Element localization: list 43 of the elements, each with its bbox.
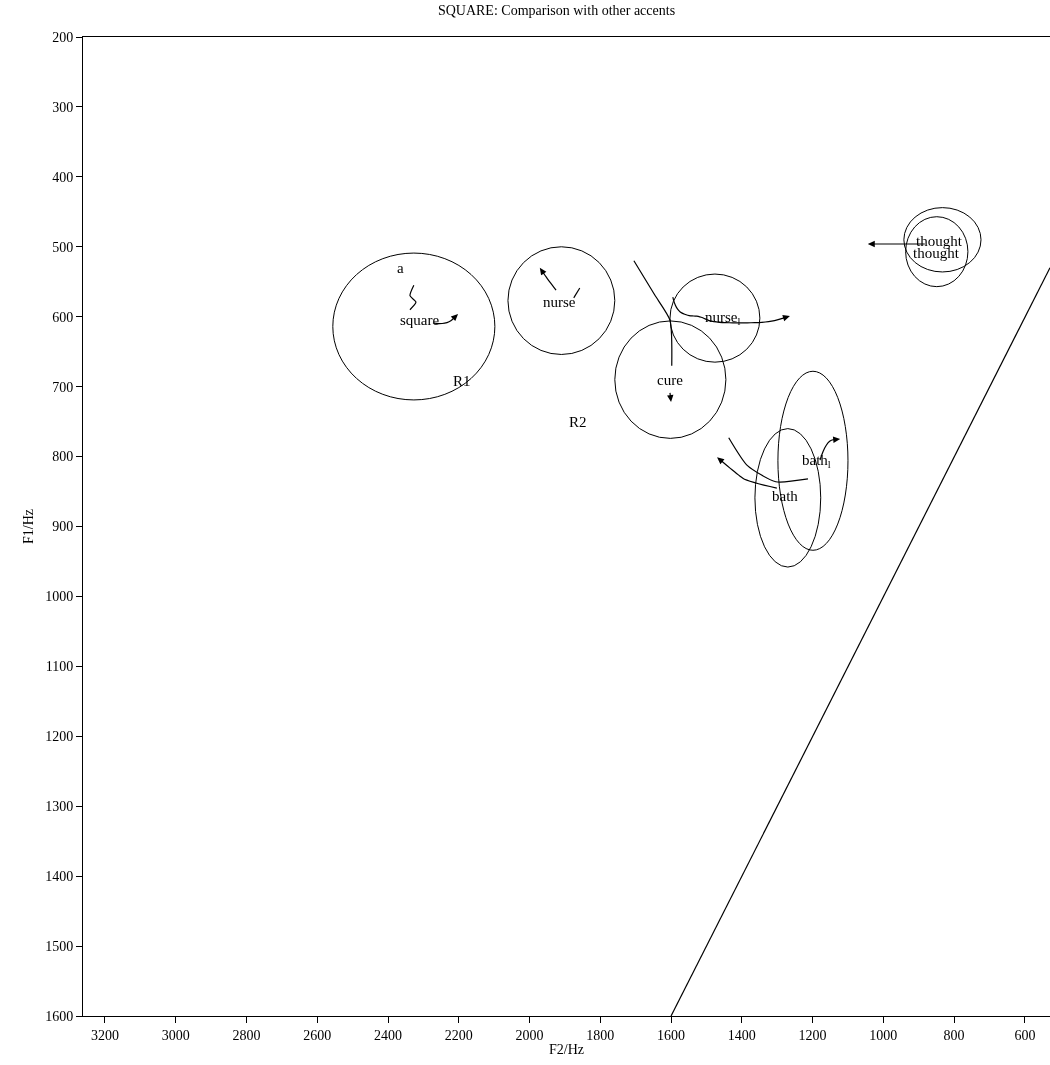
annotation: nurse$_{l}$ <box>705 309 741 328</box>
annotation: bath$_{l}$ <box>802 452 831 471</box>
x-tick-label: 1200 <box>798 1027 827 1043</box>
x-tick-label: 2800 <box>232 1027 261 1043</box>
y-tick-label: 200 <box>52 29 74 45</box>
x-tick-label: 1000 <box>869 1027 898 1043</box>
y-tick-label: 1400 <box>45 869 74 885</box>
annotation: cure <box>657 372 684 388</box>
y-tick-label: 800 <box>52 449 74 465</box>
y-tick-label: 400 <box>52 169 74 185</box>
chart-title: SQUARE: Comparison with other accents <box>437 3 676 19</box>
y-axis-title: F1/Hz <box>20 509 36 544</box>
annotation: square <box>400 312 440 328</box>
x-tick-label: 600 <box>1014 1027 1036 1043</box>
x-tick-label: 1400 <box>727 1027 756 1043</box>
x-tick-label: 3200 <box>90 1027 119 1043</box>
annotation: R1 <box>453 373 471 389</box>
y-tick-label: 1300 <box>45 799 74 815</box>
y-tick-label: 1200 <box>45 729 74 745</box>
annotation: nurse <box>543 294 576 310</box>
y-tick-label: 1100 <box>45 659 74 675</box>
x-axis-title: F2/Hz <box>549 1042 584 1058</box>
annotation: bath <box>772 488 799 504</box>
x-tick-label: 2400 <box>374 1027 402 1043</box>
annotation: a <box>397 260 404 276</box>
y-tick-label: 1600 <box>45 1008 74 1024</box>
y-tick-label: 900 <box>52 519 74 535</box>
x-tick-label: 2000 <box>515 1027 544 1043</box>
annotation: R2 <box>569 414 587 430</box>
x-tick-label: 2200 <box>444 1027 473 1043</box>
y-tick-label: 300 <box>52 99 74 115</box>
x-tick-label: 800 <box>943 1027 965 1043</box>
line-series <box>633 260 673 367</box>
line-series <box>409 284 417 311</box>
x-tick-label: 3000 <box>161 1027 190 1043</box>
y-tick-label: 500 <box>52 239 74 255</box>
x-tick-label: 1600 <box>657 1027 686 1043</box>
y-tick-label: 1500 <box>45 938 74 954</box>
y-tick-label: 600 <box>52 309 74 325</box>
y-tick-label: 700 <box>52 379 74 395</box>
y-tick-label: 1000 <box>45 589 74 605</box>
x-tick-label: 2600 <box>303 1027 332 1043</box>
x-tick-label: 1800 <box>586 1027 615 1043</box>
